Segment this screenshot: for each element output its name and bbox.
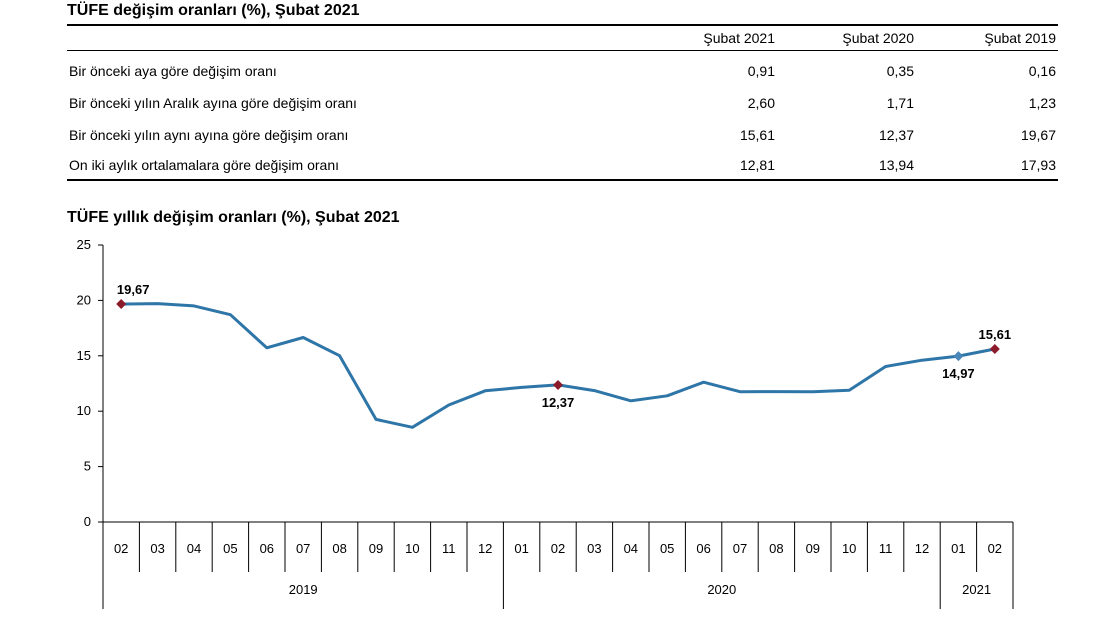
data-label: 15,61 bbox=[979, 327, 1012, 342]
cell-value: 0,91 bbox=[747, 63, 775, 79]
cell-value: 1,71 bbox=[886, 95, 914, 111]
x-tick-label: 08 bbox=[332, 541, 346, 556]
column-header-3: Şubat 2019 bbox=[984, 30, 1056, 46]
row-label: Bir önceki yılın aynı ayına göre değişim… bbox=[69, 127, 349, 143]
table-row: Bir önceki yılın aynı ayına göre değişim… bbox=[67, 127, 1058, 149]
x-tick-label: 12 bbox=[478, 541, 492, 556]
cell-value: 19,67 bbox=[1020, 127, 1056, 143]
data-point-marker bbox=[953, 351, 964, 362]
data-label: 14,97 bbox=[942, 366, 975, 381]
y-tick-label: 20 bbox=[77, 292, 91, 307]
table-bottom-rule bbox=[67, 179, 1058, 181]
x-tick-label: 06 bbox=[260, 541, 274, 556]
y-tick-label: 25 bbox=[77, 237, 91, 252]
y-tick-label: 0 bbox=[84, 514, 91, 529]
data-point-marker bbox=[989, 344, 1000, 355]
x-tick-label: 05 bbox=[223, 541, 237, 556]
x-tick-label: 02 bbox=[988, 541, 1002, 556]
x-tick-label: 05 bbox=[660, 541, 674, 556]
data-point-marker bbox=[553, 379, 563, 390]
y-tick-label: 10 bbox=[77, 403, 91, 418]
x-tick-label: 08 bbox=[769, 541, 783, 556]
row-label: On iki aylık ortalamalara göre değişim o… bbox=[69, 157, 340, 173]
x-tick-label: 02 bbox=[114, 541, 128, 556]
x-tick-label: 04 bbox=[187, 541, 201, 556]
table-header: Şubat 2021 Şubat 2020 Şubat 2019 bbox=[67, 30, 1058, 52]
year-group-label: 2020 bbox=[707, 582, 736, 597]
x-tick-label: 06 bbox=[696, 541, 710, 556]
column-header-1: Şubat 2021 bbox=[703, 30, 775, 46]
data-label: 19,67 bbox=[117, 282, 150, 297]
x-tick-label: 09 bbox=[806, 541, 820, 556]
cell-value: 2,60 bbox=[747, 95, 775, 111]
x-tick-label: 09 bbox=[369, 541, 383, 556]
data-label: 12,37 bbox=[542, 395, 575, 410]
x-tick-label: 11 bbox=[442, 541, 456, 556]
table-title: TÜFE değişim oranları (%), Şubat 2021 bbox=[67, 2, 360, 19]
x-tick-label: 03 bbox=[587, 541, 601, 556]
cell-value: 1,23 bbox=[1028, 95, 1056, 111]
table-row: Bir önceki yılın Aralık ayına göre değiş… bbox=[67, 95, 1058, 117]
x-tick-label: 01 bbox=[514, 541, 528, 556]
cell-value: 0,16 bbox=[1028, 63, 1056, 79]
x-tick-label: 01 bbox=[951, 541, 965, 556]
year-group-label: 2019 bbox=[289, 582, 318, 597]
x-tick-label: 07 bbox=[296, 541, 310, 556]
cell-value: 12,81 bbox=[739, 157, 775, 173]
year-group-label: 2021 bbox=[962, 582, 991, 597]
x-tick-label: 10 bbox=[405, 541, 419, 556]
cell-value: 17,93 bbox=[1020, 157, 1056, 173]
x-tick-label: 11 bbox=[879, 541, 893, 556]
table-top-rule bbox=[67, 24, 1058, 26]
row-label: Bir önceki aya göre değişim oranı bbox=[69, 63, 277, 79]
cell-value: 12,37 bbox=[878, 127, 914, 143]
x-tick-label: 07 bbox=[733, 541, 747, 556]
cell-value: 13,94 bbox=[878, 157, 914, 173]
table-row: On iki aylık ortalamalara göre değişim o… bbox=[67, 157, 1058, 179]
x-tick-label: 02 bbox=[551, 541, 565, 556]
data-point-marker bbox=[116, 299, 127, 310]
chart-title: TÜFE yıllık değişim oranları (%), Şubat … bbox=[67, 209, 400, 226]
table-row: Bir önceki aya göre değişim oranı 0,91 0… bbox=[67, 63, 1058, 85]
row-label: Bir önceki yılın Aralık ayına göre değiş… bbox=[69, 95, 357, 111]
x-tick-label: 04 bbox=[624, 541, 638, 556]
x-tick-label: 03 bbox=[150, 541, 164, 556]
cell-value: 15,61 bbox=[739, 127, 775, 143]
x-tick-label: 10 bbox=[842, 541, 856, 556]
table-header-rule bbox=[67, 50, 1058, 51]
column-header-2: Şubat 2020 bbox=[842, 30, 914, 46]
x-tick-label: 12 bbox=[915, 541, 929, 556]
y-tick-label: 5 bbox=[84, 459, 91, 474]
cell-value: 0,35 bbox=[886, 63, 914, 79]
y-tick-label: 15 bbox=[77, 348, 91, 363]
